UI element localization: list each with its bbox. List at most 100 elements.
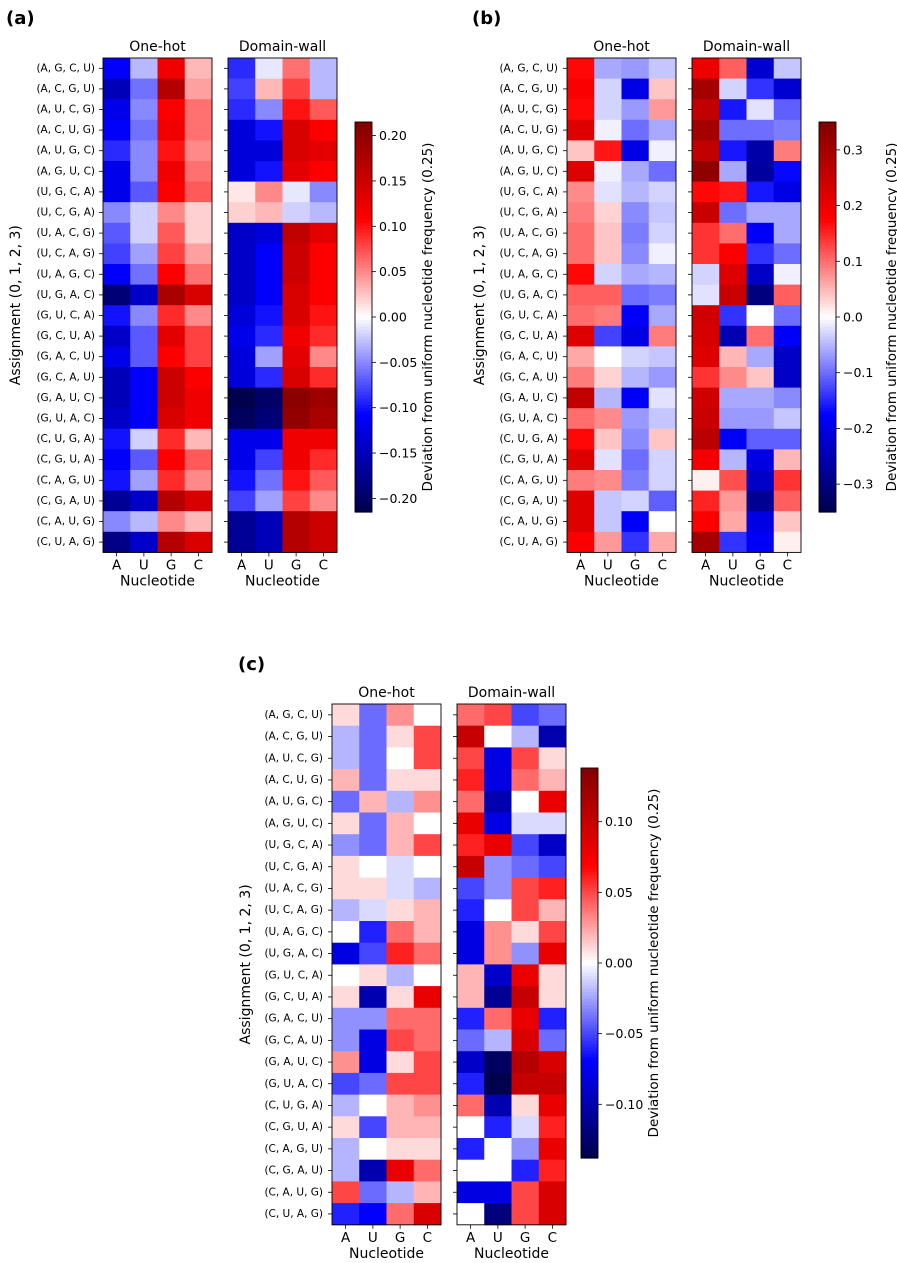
heatmap-cell <box>511 1072 540 1095</box>
heatmap-cell <box>309 531 338 553</box>
heatmap-cell <box>719 222 747 244</box>
heatmap-cell <box>157 531 186 553</box>
colorbar-segment <box>581 1050 598 1055</box>
row-label: (G, C, A, U) <box>499 371 558 383</box>
heatmap-cell <box>282 387 311 409</box>
colorbar-segment <box>581 920 598 925</box>
heatmap-cell <box>386 1007 415 1030</box>
row-label: (G, A, U, C) <box>499 392 558 404</box>
heatmap-cell <box>621 346 650 368</box>
colorbar-segment <box>581 881 598 886</box>
colorbar-segment <box>819 333 836 338</box>
column-label: A <box>701 557 711 573</box>
row-label: (A, C, G, U) <box>499 83 558 95</box>
heatmap-cell <box>255 78 283 100</box>
heatmap-cell <box>511 769 540 792</box>
heatmap-cell <box>332 964 360 987</box>
heatmap-cell <box>413 877 442 900</box>
colorbar-segment <box>355 336 372 341</box>
subplot-title: Domain-wall <box>703 39 790 55</box>
colorbar-segment <box>355 349 372 354</box>
colorbar-segment <box>819 427 836 432</box>
heatmap-cell <box>332 855 360 878</box>
colorbar-segment <box>581 930 598 935</box>
heatmap-cell <box>332 1159 360 1182</box>
colorbar-segment <box>581 790 598 795</box>
colorbar-segment <box>355 170 372 175</box>
colorbar-segment <box>355 356 372 360</box>
colorbar-segment <box>581 820 598 824</box>
heatmap-cell <box>282 243 311 265</box>
heatmap-cell <box>359 986 387 1009</box>
heatmap-cell <box>130 305 158 327</box>
heatmap-cell <box>594 284 622 306</box>
heatmap-cell <box>386 725 415 748</box>
colorbar-segment <box>581 972 598 977</box>
heatmap-cell <box>594 222 622 244</box>
colorbar-segment <box>355 343 372 347</box>
heatmap-cell <box>228 470 256 491</box>
heatmap-cell <box>719 264 747 285</box>
colorbar-segment <box>355 443 372 448</box>
heatmap-cell <box>621 222 650 244</box>
colorbar-tick-label: 0.05 <box>605 885 633 900</box>
heatmap-cell <box>484 877 512 900</box>
heatmap-cell <box>228 202 256 224</box>
colorbar-segment <box>581 885 598 889</box>
colorbar-segment <box>355 174 372 178</box>
heatmap-cell <box>255 140 283 162</box>
heatmap-cell <box>157 428 186 450</box>
colorbar-segment <box>819 382 836 386</box>
heatmap-cell <box>746 367 775 388</box>
heatmap-cell <box>648 119 677 141</box>
heatmap-cell <box>228 119 256 141</box>
colorbar: −0.10 −0.05 0.00 0.05 0.10 Deviation from uni… <box>580 767 662 1159</box>
colorbar-segment <box>819 378 836 383</box>
heatmap-cell <box>130 428 158 450</box>
colorbar-segment <box>581 803 598 808</box>
colorbar-segment <box>355 330 372 334</box>
heatmap-cell <box>648 346 677 368</box>
heatmap-cell <box>773 325 802 347</box>
colorbar-segment <box>819 206 836 211</box>
column-label: G <box>520 1230 530 1246</box>
heatmap-cell <box>228 367 256 388</box>
heatmap-cell <box>157 470 186 491</box>
colorbar-segment <box>819 271 836 276</box>
heatmap-cell <box>228 140 256 162</box>
colorbar-segment <box>581 797 598 802</box>
heatmap-cell <box>538 1007 567 1030</box>
heatmap-cell <box>538 942 567 965</box>
heatmap-cell <box>567 181 595 203</box>
colorbar-segment <box>819 144 836 149</box>
colorbar-segment <box>581 976 598 980</box>
heatmap-cell <box>309 387 338 409</box>
heatmap-cell <box>184 531 213 553</box>
heatmap-cell <box>773 428 802 450</box>
colorbar-tick-label: 0.10 <box>379 219 407 234</box>
heatmap-cell <box>594 119 622 141</box>
heatmap-cell <box>719 346 747 368</box>
colorbar-segment <box>581 865 598 870</box>
colorbar-segment <box>581 1145 598 1149</box>
heatmap-cell <box>567 284 595 306</box>
colorbar-segment <box>355 456 372 461</box>
heatmap-cell <box>130 325 158 347</box>
colorbar-segment <box>819 190 836 195</box>
colorbar-segment <box>819 278 836 282</box>
colorbar-segment <box>355 161 372 165</box>
heatmap-cell <box>484 921 512 944</box>
colorbar-segment <box>819 404 836 409</box>
colorbar-segment <box>355 411 372 416</box>
heatmap-cell <box>538 790 567 813</box>
heatmap-cell <box>413 812 442 835</box>
colorbar-segment <box>355 297 372 302</box>
heatmap-cell <box>511 1007 540 1030</box>
heatmap-cell <box>746 305 775 327</box>
row-label: (G, A, C, U) <box>36 351 95 363</box>
colorbar-segment <box>355 258 372 263</box>
heatmap-cell <box>309 140 338 162</box>
heatmap-cell <box>719 387 747 409</box>
colorbar-segment <box>581 914 598 919</box>
colorbar-segment <box>355 388 372 393</box>
